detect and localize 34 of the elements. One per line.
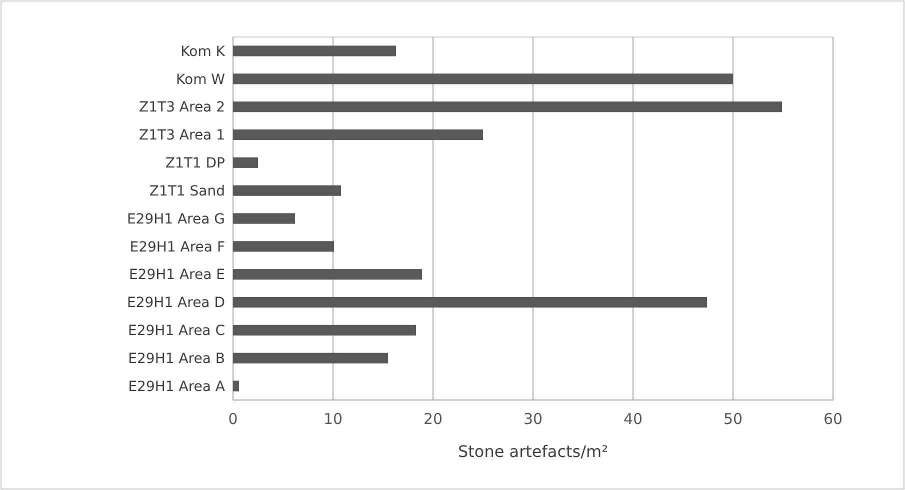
bar (233, 157, 258, 168)
bar (233, 129, 483, 140)
y-tick-label: E29H1 Area F (130, 239, 225, 256)
x-tick-label: 10 (323, 410, 343, 428)
y-tick-label: E29H1 Area B (128, 351, 225, 368)
bar (233, 74, 733, 84)
bar (233, 324, 416, 336)
y-tick-label: E29H1 Area E (128, 267, 225, 284)
bar (233, 352, 388, 364)
y-tick-label: E29H1 Area C (128, 323, 226, 340)
x-tick-label: 40 (623, 410, 643, 428)
bar (233, 46, 396, 56)
bar (233, 213, 295, 224)
x-tick-label: 20 (423, 410, 443, 428)
x-tick-label: 50 (723, 410, 743, 428)
y-tick-label: Z1T3 Area 1 (139, 128, 225, 144)
bar (233, 380, 239, 392)
bar (233, 269, 422, 280)
y-tick-label: Kom K (180, 44, 226, 60)
bar (233, 296, 707, 308)
y-tick-label: Z1T1 DP (165, 156, 225, 172)
x-tick-label: 60 (823, 410, 843, 428)
bar (233, 102, 782, 112)
y-tick-label: Z1T3 Area 2 (139, 100, 225, 116)
bar (233, 241, 334, 252)
bar (233, 185, 341, 196)
x-tick-label: 30 (523, 410, 543, 428)
y-tick-label: E29H1 Area G (126, 211, 225, 228)
x-axis-title: Stone artefacts/m² (458, 442, 608, 461)
y-tick-label: Z1T1 Sand (149, 183, 225, 200)
y-tick-label: Kom W (176, 72, 226, 88)
y-tick-label: E29H1 Area A (128, 378, 226, 395)
x-tick-label: 0 (228, 410, 238, 428)
y-tick-label: E29H1 Area D (127, 295, 225, 312)
